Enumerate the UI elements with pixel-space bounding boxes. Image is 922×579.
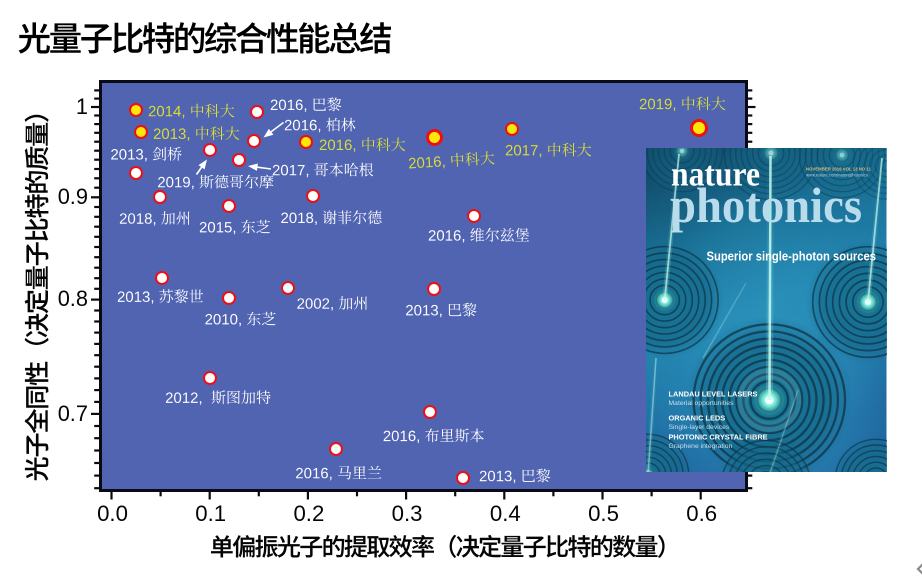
svg-text:LANDAU LEVEL LASERS: LANDAU LEVEL LASERS	[669, 390, 758, 399]
svg-text:photonics: photonics	[670, 177, 862, 233]
svg-text:NOVEMBER 2016 VOL 13 NO 11: NOVEMBER 2016 VOL 13 NO 11	[806, 167, 871, 172]
svg-text:ORGANIC LEDS: ORGANIC LEDS	[669, 414, 726, 423]
svg-text:Single-layer devices: Single-layer devices	[669, 424, 730, 431]
svg-text:nature: nature	[671, 156, 760, 194]
svg-text:PHOTONIC CRYSTAL FIBRE: PHOTONIC CRYSTAL FIBRE	[669, 433, 768, 442]
svg-text:www.nature.com/naturephotonics: www.nature.com/naturephotonics	[806, 173, 868, 178]
svg-text:Material opportunities: Material opportunities	[669, 400, 735, 407]
svg-text:Superior single-photon sources: Superior single-photon sources	[707, 249, 877, 264]
svg-text:Graphene integration: Graphene integration	[669, 443, 733, 450]
